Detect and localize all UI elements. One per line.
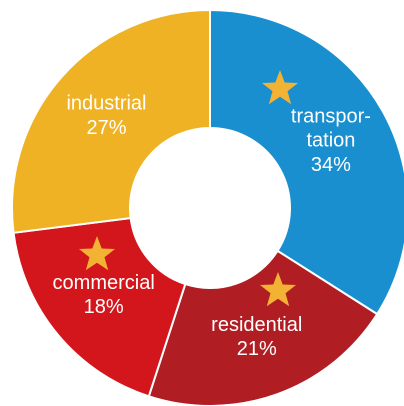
value-label: 34% — [311, 154, 351, 176]
stars — [79, 70, 298, 307]
star — [260, 272, 296, 307]
category-label: industrial — [66, 93, 146, 115]
category-label: residential — [211, 314, 302, 336]
value-label: 18% — [84, 296, 124, 318]
slice — [147, 249, 379, 406]
slice — [209, 8, 404, 316]
value-label: 27% — [86, 117, 126, 139]
value-label: 21% — [237, 338, 277, 360]
slices — [11, 8, 404, 406]
slice — [12, 216, 187, 398]
category-label: transpor-tation — [291, 106, 371, 152]
slice — [11, 8, 211, 234]
star — [79, 236, 115, 271]
category-label: commercial — [53, 272, 155, 294]
star — [262, 70, 298, 105]
